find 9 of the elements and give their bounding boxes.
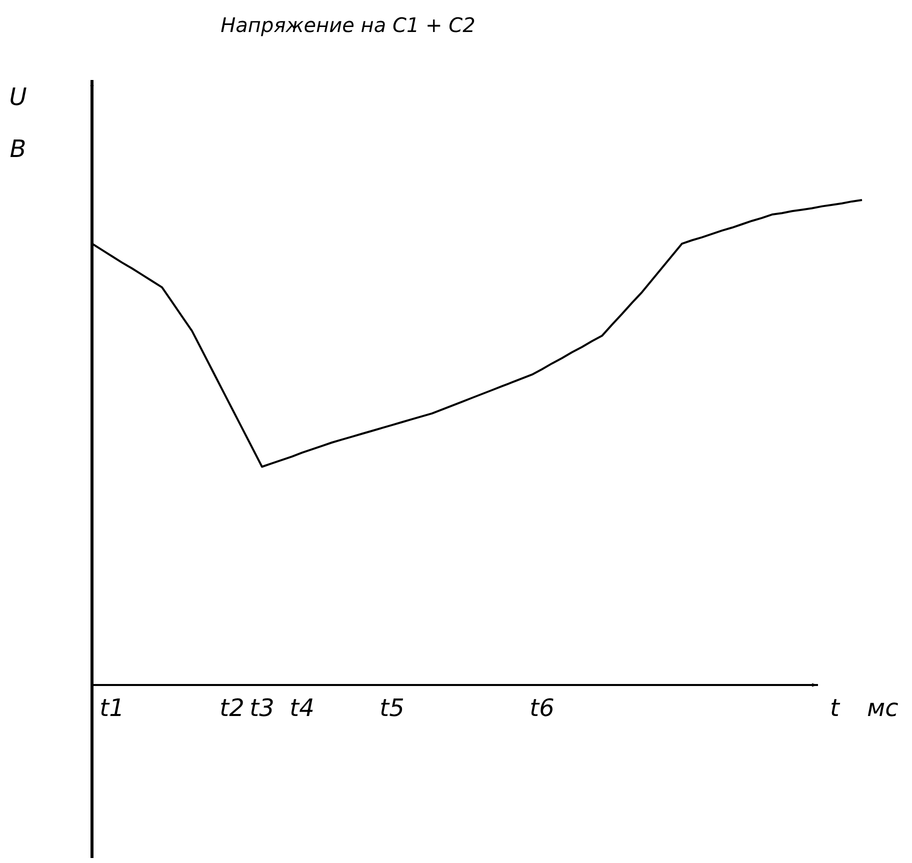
x-axis-title: t мс [830, 694, 898, 722]
x-tick-label: t3 [250, 694, 274, 722]
x-tick-label: t6 [530, 694, 554, 722]
x-tick-label: t2 [220, 694, 244, 722]
y-axis-title: U В [9, 83, 28, 163]
x-tick-label: t4 [290, 694, 314, 722]
x-tick-label: t5 [380, 694, 404, 722]
chart-title: Напряжение на C1 + C2 [220, 13, 476, 37]
x-tick-label: t1 [100, 694, 124, 722]
